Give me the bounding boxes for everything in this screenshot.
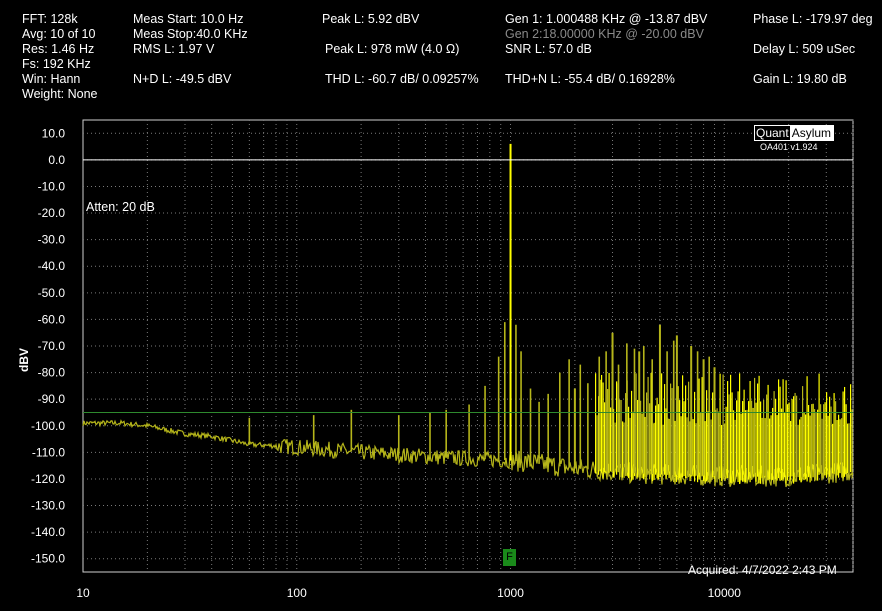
thdn-label: THD+N L: -55.4 dB/ 0.16928% [505,72,675,86]
peak-mw-label: Peak L: 978 mW (4.0 Ω) [325,42,460,56]
x-tick-label: 10000 [708,586,742,600]
rms-label: RMS L: 1.97 V [133,42,215,56]
reference-lines [83,159,853,413]
x-tick-label: 100 [287,586,307,600]
gen2-label: Gen 2:18.00000 KHz @ -20.00 dBV [505,27,704,41]
avg-label: Avg: 10 of 10 [22,27,96,41]
meas-start-label: Meas Start: 10.0 Hz [133,12,244,26]
y-tick-label: 0.0 [48,153,65,167]
version-label: OA401 v1.924 [760,142,818,152]
y-tick-label: -40.0 [38,259,66,273]
y-tick-label: -20.0 [38,206,66,220]
y-tick-label: -150.0 [31,552,65,566]
thd-label: THD L: -60.7 dB/ 0.09257% [325,72,479,86]
y-tick-label: -60.0 [38,312,66,326]
window-label: Win: Hann [22,72,81,86]
sample-rate-label: Fs: 192 KHz [22,57,91,71]
gen1-label: Gen 1: 1.000488 KHz @ -13.87 dBV [505,12,708,26]
gain-label: Gain L: 19.80 dB [753,72,847,86]
logo-text-asylum: Asylum [789,126,834,140]
attenuation-label: Atten: 20 dB [86,200,155,214]
y-axis-label: dBV [17,348,31,372]
y-tick-label: 10.0 [42,126,66,140]
y-tick-label: -130.0 [31,499,65,513]
x-tick-label: 10 [76,586,90,600]
y-tick-label: -120.0 [31,472,65,486]
y-tick-label: -110.0 [32,445,65,459]
fundamental-marker[interactable]: F [503,549,516,566]
peak-dbv-label: Peak L: 5.92 dBV [322,12,420,26]
y-tick-label: -100.0 [31,419,65,433]
y-tick-labels: 10.0 0.0 -10.0 -20.0 -30.0 -40.0 -50.0 -60.0 -70… [31,126,65,565]
noise-distortion-label: N+D L: -49.5 dBV [133,72,232,86]
y-tick-label: -140.0 [31,525,65,539]
x-tick-labels: 10 100 1000 10000 [76,586,741,600]
weighting-label: Weight: None [22,87,98,101]
meas-stop-label: Meas Stop:40.0 KHz [133,27,248,41]
acquired-timestamp: Acquired: 4/7/2022 2:43 PM [688,563,837,577]
quantasylum-logo: Quant Asylum [754,125,835,141]
resolution-label: Res: 1.46 Hz [22,42,95,56]
y-tick-label: -30.0 [38,233,66,247]
delay-label: Delay L: 509 uSec [753,42,856,56]
fft-size-label: FFT: 128k [22,12,78,26]
x-tick-label: 1000 [497,586,524,600]
y-tick-label: -90.0 [38,392,66,406]
logo-text-quant: Quant [755,126,790,140]
y-tick-label: -70.0 [38,339,66,353]
y-tick-label: -80.0 [38,366,66,380]
y-tick-label: -50.0 [38,286,66,300]
y-tick-label: -10.0 [38,179,66,193]
grid [82,119,854,573]
spectrum-trace [82,143,854,488]
snr-label: SNR L: 57.0 dB [505,42,592,56]
noise-floor-trace [82,419,854,488]
phase-label: Phase L: -179.97 deg [753,12,873,26]
